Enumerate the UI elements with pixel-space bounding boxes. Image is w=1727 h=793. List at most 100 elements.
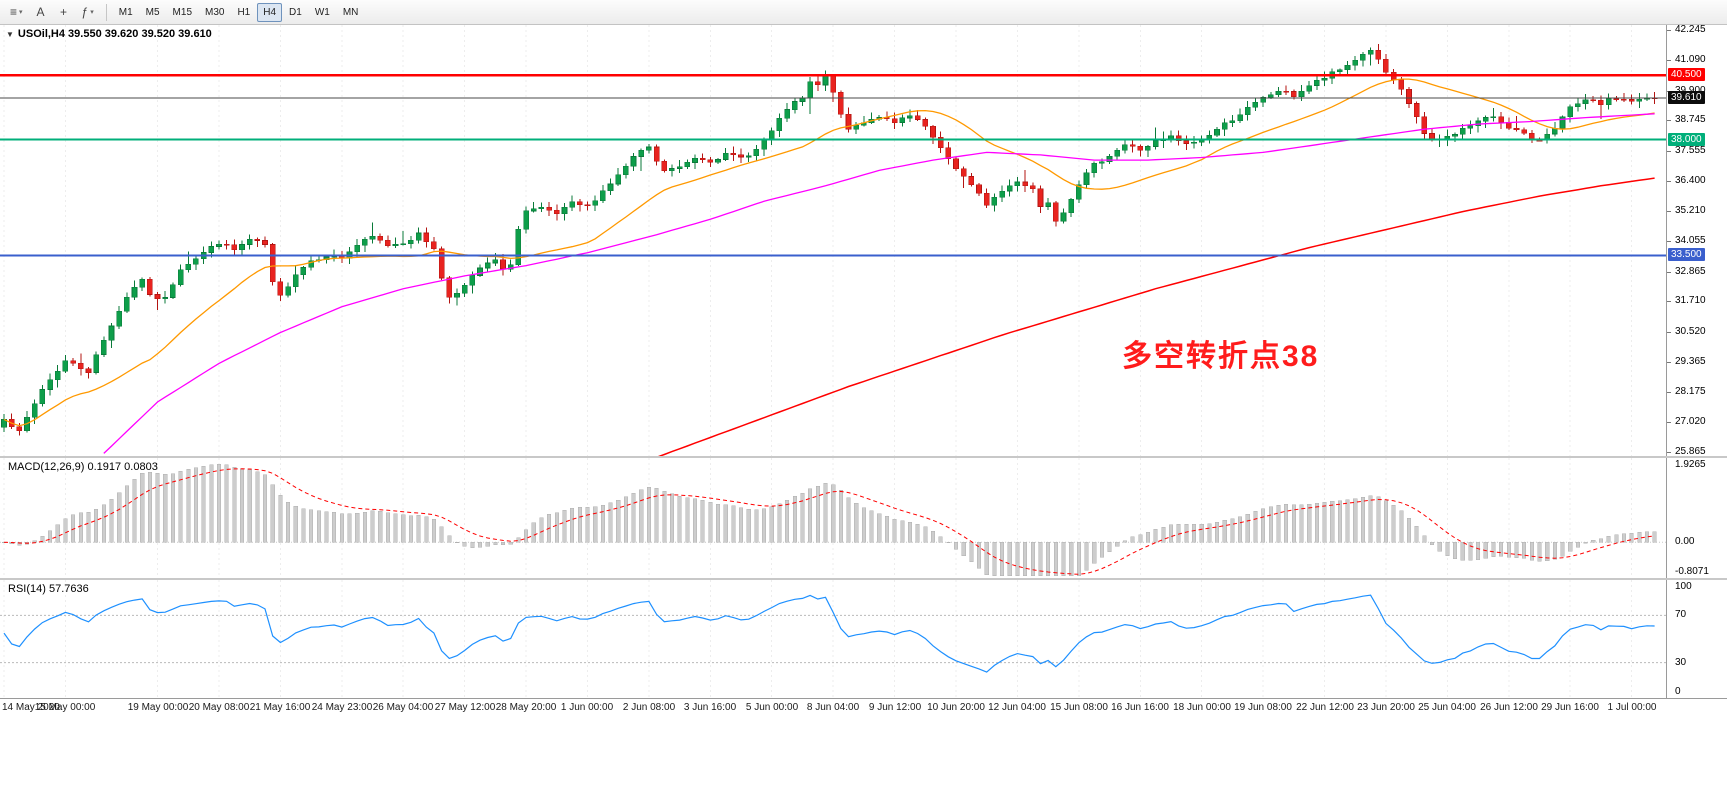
ma-mid-line (103, 113, 1655, 454)
price-tick: 32.865 (1675, 266, 1706, 277)
macd-chart (0, 458, 1666, 578)
timeframe-button-w1[interactable]: W1 (309, 3, 336, 22)
rsi-chart (0, 580, 1666, 698)
price-tick: 42.245 (1675, 25, 1706, 35)
macd-axis-tick: 1.9265 (1675, 459, 1706, 470)
timeframe-button-m5[interactable]: M5 (140, 3, 166, 22)
price-tick: 30.520 (1675, 326, 1706, 337)
timeframe-group: M1 M5 M15 M30 H1 H4 D1 W1 MN (113, 2, 365, 22)
time-label: 27 May 12:00 (434, 702, 496, 713)
time-label: 25 Jun 04:00 (1418, 702, 1476, 713)
charts-list-icon[interactable]: ≡ ▾ (4, 3, 29, 22)
time-label: 18 Jun 00:00 (1173, 702, 1231, 713)
price-tick-mark (1667, 181, 1671, 182)
time-label: 1 Jun 00:00 (560, 702, 614, 713)
macd-signal-line (3, 468, 1655, 575)
empty-area (0, 715, 1727, 793)
time-label: 15 May 00:00 (34, 702, 96, 713)
rsi-panel[interactable]: RSI(14) 57.7636 (0, 580, 1666, 698)
price-tick: 41.090 (1675, 54, 1706, 65)
indicators-icon[interactable]: ƒ ▾ (76, 3, 100, 22)
macd-label: MACD(12,26,9) 0.1917 0.0803 (8, 461, 158, 473)
timeframe-button-m1[interactable]: M1 (113, 3, 139, 22)
price-label-39.610: 39.610 (1668, 91, 1705, 104)
price-tick-mark (1667, 301, 1671, 302)
time-label: 19 Jun 08:00 (1234, 702, 1292, 713)
time-label: 5 Jun 00:00 (745, 702, 799, 713)
chart-menu-arrow-icon[interactable]: ▼ (6, 29, 14, 39)
price-tick-mark (1667, 452, 1671, 453)
rsi-axis: 100 70 30 0 (1666, 580, 1727, 698)
panel-separator[interactable] (0, 456, 1727, 458)
charts-list-icon-glyph: ≡ (10, 5, 18, 19)
price-tick-mark (1667, 332, 1671, 333)
price-tick: 29.365 (1675, 356, 1706, 367)
price-tick-mark (1667, 241, 1671, 242)
price-tick: 39.900 (1675, 85, 1706, 96)
text-tool-icon[interactable]: A (30, 3, 52, 22)
time-axis[interactable]: 14 May 2020 15 May 00:00 19 May 00:00 20 Ma… (0, 699, 1727, 715)
time-label: 29 Jun 16:00 (1541, 702, 1599, 713)
ma-slow-line (657, 177, 1655, 456)
rsi-line (3, 594, 1655, 673)
time-label: 28 May 20:00 (495, 702, 557, 713)
chevron-down-icon: ▾ (19, 9, 23, 16)
time-label: 14 May 2020 (2, 702, 60, 713)
toolbar-separator (105, 3, 107, 21)
main-chart-panel[interactable]: ▼ USOil,H4 39.550 39.620 39.520 39.610 多… (0, 25, 1666, 456)
symbol-ohlc-text: USOil,H4 39.550 39.620 39.520 39.610 (17, 28, 212, 40)
symbol-info: ▼ USOil,H4 39.550 39.620 39.520 39.610 (6, 28, 212, 40)
chevron-down-icon: ▾ (90, 9, 94, 16)
toolbar-icon-group: ≡ ▾ A + ƒ ▾ (4, 3, 100, 22)
chart-annotation: 多空转折点38 (1122, 340, 1320, 373)
price-tick: 27.020 (1675, 416, 1706, 427)
price-tick-mark (1667, 272, 1671, 273)
time-label: 10 Jun 20:00 (927, 702, 985, 713)
rsi-axis-tick: 100 (1675, 581, 1692, 592)
price-tick: 37.555 (1675, 145, 1706, 156)
rsi-axis-tick: 70 (1675, 609, 1687, 620)
price-tick-mark (1667, 211, 1671, 212)
price-tick-mark (1667, 392, 1671, 393)
panel-separator-2[interactable] (0, 578, 1727, 580)
price-tick: 25.865 (1675, 446, 1706, 456)
macd-axis: 1.9265 0.00 -0.8071 (1666, 458, 1727, 578)
time-label: 20 May 08:00 (188, 702, 250, 713)
macd-axis-tick: 0.00 (1675, 536, 1695, 547)
price-tick-mark (1667, 60, 1671, 61)
macd-panel[interactable]: MACD(12,26,9) 0.1917 0.0803 (0, 458, 1666, 578)
price-tick-mark (1667, 151, 1671, 152)
time-label: 26 Jun 12:00 (1480, 702, 1538, 713)
timeframe-button-h4[interactable]: H4 (257, 2, 283, 22)
time-label: 22 Jun 12:00 (1296, 702, 1354, 713)
rsi-label: RSI(14) 57.7636 (8, 583, 89, 595)
chart-toolbar: ≡ ▾ A + ƒ ▾ M1 M5 M15 M30 H1 H4 D1 W1 MN (0, 0, 1727, 25)
timeframe-button-m15[interactable]: M15 (167, 3, 198, 22)
time-label: 1 Jul 00:00 (1607, 702, 1657, 713)
rsi-axis-tick: 0 (1675, 686, 1681, 697)
time-label: 19 May 00:00 (127, 702, 189, 713)
price-tick: 31.710 (1675, 295, 1706, 306)
time-label: 16 Jun 16:00 (1111, 702, 1169, 713)
candlestick-chart (0, 25, 1666, 456)
price-tick: 35.210 (1675, 205, 1706, 216)
price-tick-mark (1667, 422, 1671, 423)
time-label: 23 Jun 20:00 (1357, 702, 1415, 713)
timeframe-button-m30[interactable]: M30 (199, 3, 230, 22)
price-axis[interactable]: 42.245 41.090 39.900 38.745 37.555 36.400 35.2… (1666, 25, 1727, 456)
price-label-40.500: 40.500 (1668, 68, 1705, 81)
crosshair-icon[interactable]: + (53, 3, 75, 22)
time-label: 15 Jun 08:00 (1050, 702, 1108, 713)
time-label: 8 Jun 04:00 (806, 702, 860, 713)
price-tick-mark (1667, 362, 1671, 363)
time-label: 21 May 16:00 (249, 702, 311, 713)
price-tick-mark (1667, 30, 1671, 31)
timeframe-button-mn[interactable]: MN (337, 3, 365, 22)
time-axis-border (0, 698, 1727, 699)
macd-axis-tick: -0.8071 (1675, 566, 1709, 577)
candlestick-layer (1, 43, 1658, 436)
timeframe-button-h1[interactable]: H1 (231, 3, 256, 22)
time-label: 24 May 23:00 (311, 702, 373, 713)
timeframe-button-d1[interactable]: D1 (283, 3, 308, 22)
time-label: 12 Jun 04:00 (988, 702, 1046, 713)
